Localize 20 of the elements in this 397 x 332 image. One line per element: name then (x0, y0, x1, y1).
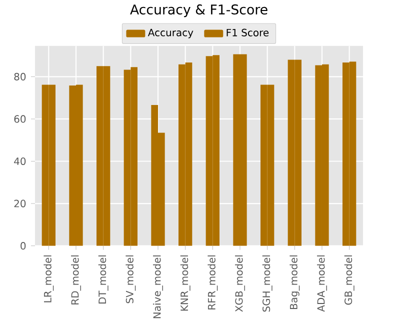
x-tick-label: RD_model (71, 255, 81, 304)
legend-label: Accuracy (148, 28, 194, 38)
x-tick-label: KNR_model (180, 255, 190, 311)
x-tick-label: Naive_model (153, 255, 163, 318)
y-tick-label: 60 (14, 115, 26, 123)
x-tick-label: XGB_model (235, 255, 245, 312)
legend-label: F1 Score (226, 28, 269, 36)
x-tick-label: RFR_model (208, 255, 218, 310)
x-tick-label: Bag_model (290, 255, 300, 309)
x-tick-label: SV_model (126, 255, 136, 304)
x-tick-label: ADA_model (317, 255, 327, 312)
x-tick-label: DT_model (98, 255, 108, 304)
x-tick-label: LR_model (44, 255, 54, 302)
y-tick-label: 40 (14, 157, 26, 166)
x-tick-label: GB_model (344, 255, 354, 305)
y-tick-label: 80 (14, 72, 26, 80)
y-tick-label: 20 (14, 200, 26, 208)
chart-title: Accuracy & F1-Score (130, 4, 268, 18)
y-tick-label: 0 (20, 242, 26, 250)
x-tick-label: SGH_model (262, 255, 272, 312)
